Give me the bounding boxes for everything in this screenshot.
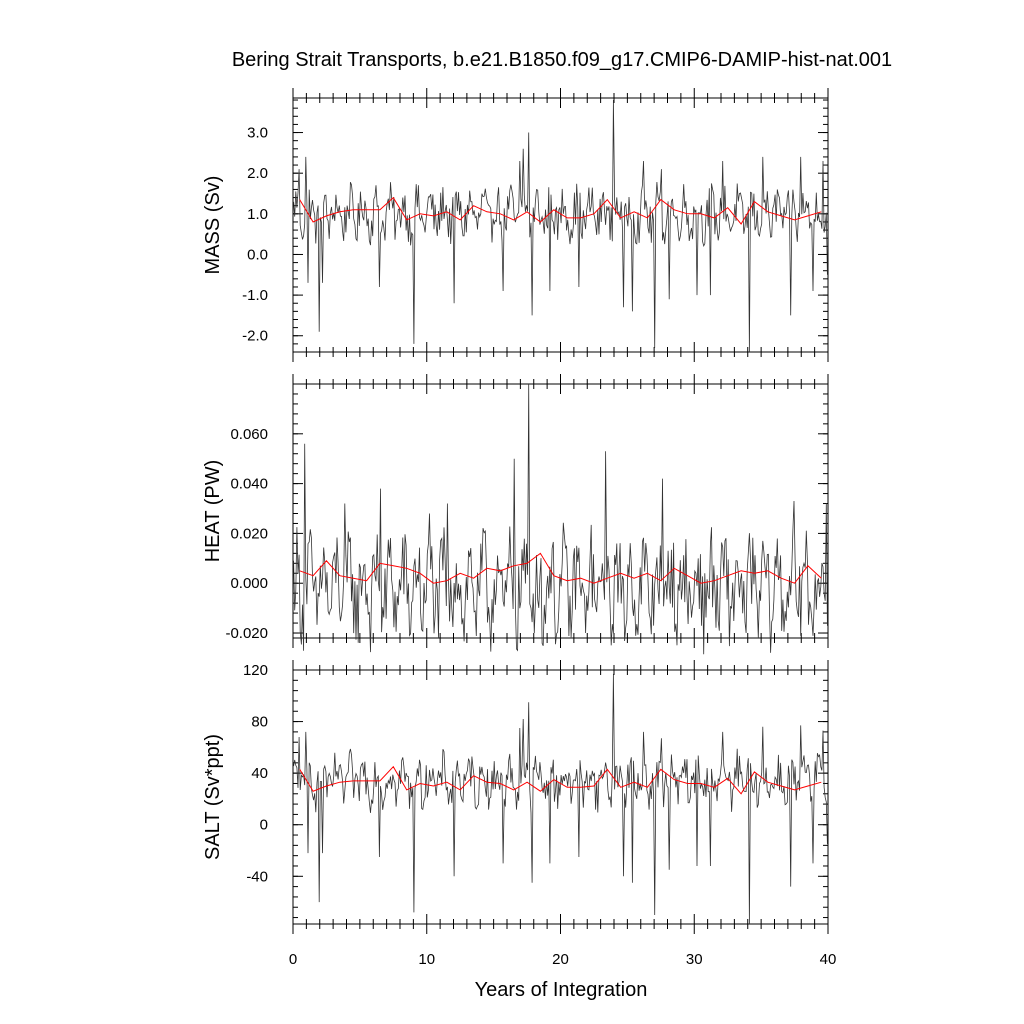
series-line-annual-heat — [299, 552, 822, 584]
series-line-monthly-mass — [293, 99, 828, 353]
series-line-annual-mass — [299, 196, 822, 225]
y-tick-label: -40 — [246, 868, 268, 885]
y-tick-label: -0.020 — [225, 625, 268, 642]
x-axis-label: Years of Integration — [475, 979, 648, 1001]
x-tick-label: 0 — [289, 951, 297, 968]
y-tick-label: 0.040 — [230, 476, 268, 493]
y-tick-label: -2.0 — [242, 328, 268, 345]
x-tick-label: 30 — [686, 951, 703, 968]
panel-salt: -40 0 40 80 120 SALT (Sv*ppt) 0 10 20 30 40 — [202, 660, 836, 968]
y-tick-label: 0.020 — [230, 525, 268, 542]
panel-frame — [292, 383, 829, 639]
y-tick-label: 80 — [251, 714, 268, 731]
panel-heat: -0.020 0.000 0.020 0.040 0.060 HEAT (PW) — [202, 374, 829, 655]
y-tick-label: -1.0 — [242, 287, 268, 304]
y-tick-label: 0.0 — [247, 246, 268, 263]
chart-title: Bering Strait Transports, b.e21.B1850.f0… — [232, 49, 892, 71]
y-tick-label: 0.060 — [230, 426, 268, 443]
y-tick-label: 1.0 — [247, 206, 268, 223]
y-tick-label: 2.0 — [247, 165, 268, 182]
y-tick-label: 0 — [260, 817, 268, 834]
x-tick-label: 20 — [552, 951, 569, 968]
series-line-monthly-salt — [293, 673, 828, 925]
y-axis-label-heat: HEAT (PW) — [202, 460, 224, 563]
y-axis-label-mass: MASS (Sv) — [202, 176, 224, 275]
x-tick-label: 10 — [418, 951, 435, 968]
y-tick-label: 0.000 — [230, 575, 268, 592]
series-line-monthly-heat — [293, 383, 828, 655]
series-line-annual-salt — [299, 765, 822, 795]
x-tick-label: 40 — [820, 951, 837, 968]
panel-mass: -2.0 -1.0 0.0 1.0 2.0 3.0 MASS (Sv) — [202, 88, 829, 362]
y-tick-label: 3.0 — [247, 125, 268, 142]
chart-panels: -2.0 -1.0 0.0 1.0 2.0 3.0 MASS (Sv) -0.020 0.000… — [202, 88, 836, 968]
y-tick-label: 40 — [251, 765, 268, 782]
y-tick-label: 120 — [243, 662, 268, 679]
y-axis-label-salt: SALT (Sv*ppt) — [202, 734, 224, 860]
